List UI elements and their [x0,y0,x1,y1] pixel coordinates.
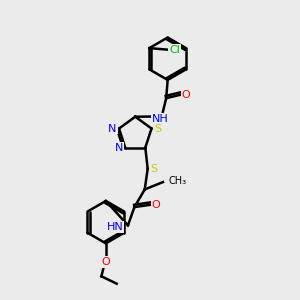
Text: HN: HN [107,222,124,232]
Text: NH: NH [152,114,169,124]
Text: S: S [151,164,158,174]
Text: N: N [115,142,123,153]
Text: N: N [108,124,117,134]
Text: Cl: Cl [169,45,180,55]
Text: CH₃: CH₃ [168,176,186,187]
Text: S: S [154,124,162,134]
Text: O: O [182,90,190,100]
Text: O: O [152,200,160,210]
Text: O: O [101,257,110,267]
